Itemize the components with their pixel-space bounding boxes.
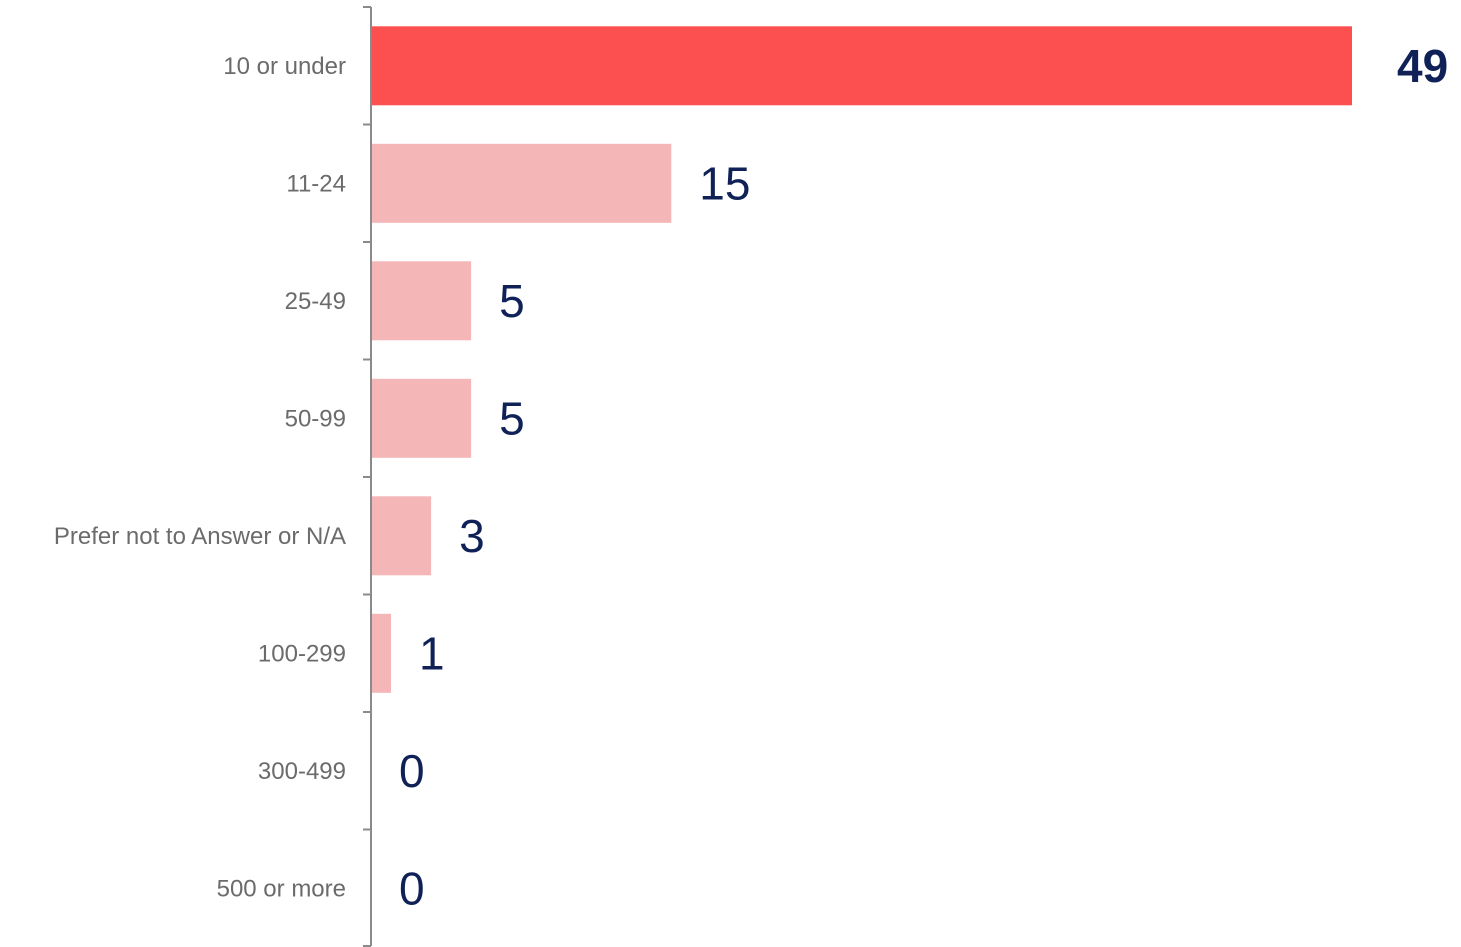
value-label: 15 [699, 157, 750, 209]
labels-layer: 10 or under 49 11-24 15 25-49 5 50-99 5 Prefer n… [54, 40, 1448, 914]
y-axis [363, 6, 372, 947]
category-label: 11-24 [286, 170, 346, 197]
category-label: 25-49 [285, 288, 346, 315]
category-label: 500 or more [217, 875, 346, 902]
category-label: 100-299 [258, 640, 346, 667]
bar-4 [371, 378, 472, 458]
value-label: 5 [499, 392, 525, 444]
bar-2 [371, 143, 672, 223]
bar-5 [371, 496, 432, 576]
value-label: 1 [419, 627, 445, 679]
value-label: 3 [459, 510, 485, 562]
bar-3 [371, 261, 472, 341]
bar-1 [371, 26, 1352, 106]
bars-layer [371, 26, 1352, 693]
value-label: 5 [499, 275, 525, 327]
category-label: Prefer not to Answer or N/A [54, 523, 346, 550]
category-label: 300-499 [258, 758, 346, 785]
value-label: 0 [399, 745, 425, 797]
category-label: 50-99 [285, 405, 346, 432]
value-label: 49 [1397, 40, 1448, 92]
value-label: 0 [399, 862, 425, 914]
category-label: 10 or under [223, 53, 346, 80]
bar-6 [371, 613, 391, 693]
